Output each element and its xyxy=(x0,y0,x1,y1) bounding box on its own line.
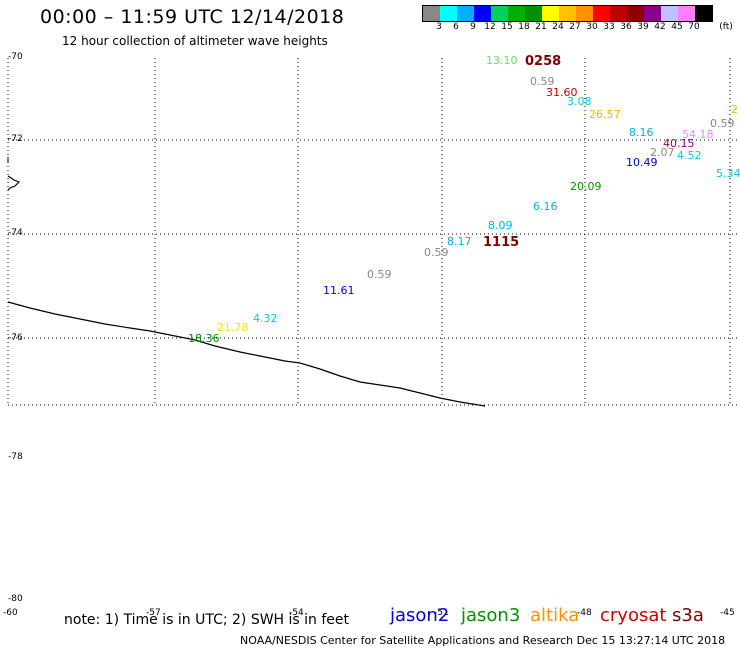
colorbar-swatch xyxy=(423,6,440,21)
lon-label: -57 xyxy=(146,608,161,618)
colorbar-label: 21 xyxy=(535,22,547,32)
wave-height-label: 8.17 xyxy=(447,235,472,248)
units-note: note: 1) Time is in UTC; 2) SWH is in fe… xyxy=(64,612,350,628)
lon-label: -54 xyxy=(289,608,304,618)
colorbar-swatch xyxy=(644,6,661,21)
lat-label: -78 xyxy=(8,452,23,462)
coastline-fragment xyxy=(7,175,21,191)
wave-height-label: 0.59 xyxy=(710,117,735,130)
satellite-cryosat: cryosat xyxy=(600,605,667,626)
lat-label: -76 xyxy=(8,333,23,343)
wave-height-label: 10.49 xyxy=(626,156,658,169)
wave-height-label: 2.07 xyxy=(650,146,675,159)
grid-lines xyxy=(8,58,740,405)
colorbar-label: 42 xyxy=(654,22,666,32)
colorbar-swatch xyxy=(440,6,457,21)
satellite-altika: altika xyxy=(530,605,580,626)
wave-height-label: 54.18 xyxy=(682,128,714,141)
satellite-jason2: jason2 xyxy=(390,605,450,626)
map-title: 00:00 – 11:59 UTC 12/14/2018 xyxy=(40,6,345,28)
colorbar-label: 6 xyxy=(453,22,459,32)
wave-height-label: 8.09 xyxy=(488,219,513,232)
lon-label: -48 xyxy=(577,608,592,618)
wave-height-label: 6.16 xyxy=(533,200,558,213)
lat-label: -74 xyxy=(8,228,23,238)
colorbar-swatch xyxy=(474,6,491,21)
wave-height-label: 5.34 xyxy=(716,167,740,180)
colorbar-swatch xyxy=(508,6,525,21)
colorbar xyxy=(422,5,713,22)
wave-height-label: 40.15 xyxy=(663,137,695,150)
wave-height-label: 0.59 xyxy=(367,268,392,281)
lon-label: -51 xyxy=(434,608,449,618)
pass-time-label: 1115 xyxy=(483,235,520,250)
colorbar-label: 12 xyxy=(484,22,496,32)
map-subtitle: 12 hour collection of altimeter wave hei… xyxy=(62,34,328,48)
lat-label: -72 xyxy=(8,134,23,144)
colorbar-label: 27 xyxy=(569,22,581,32)
wave-height-label: 3.08 xyxy=(567,95,592,108)
colorbar-swatch xyxy=(576,6,593,21)
colorbar-label: 45 xyxy=(671,22,683,32)
colorbar-label: 33 xyxy=(603,22,615,32)
wave-height-label: 0.59 xyxy=(530,75,555,88)
wave-height-label: 2 xyxy=(731,103,738,116)
wave-height-label: 20.09 xyxy=(570,180,602,193)
wave-height-label: 13.10 xyxy=(486,54,518,67)
colorbar-swatch xyxy=(627,6,644,21)
wave-height-label: 4.52 xyxy=(677,149,702,162)
colorbar-swatch xyxy=(525,6,542,21)
colorbar-label: 36 xyxy=(620,22,632,32)
colorbar-swatch xyxy=(491,6,508,21)
frame-ticks xyxy=(7,58,740,406)
wave-height-label: 11.61 xyxy=(323,284,355,297)
lat-label: -70 xyxy=(8,52,23,62)
credit-line: NOAA/NESDIS Center for Satellite Applica… xyxy=(240,634,726,647)
wave-height-label: 0.59 xyxy=(424,246,449,259)
wave-height-label: 18.36 xyxy=(188,332,220,345)
colorbar-unit: (ft) xyxy=(719,22,733,32)
lon-label: -45 xyxy=(720,608,735,618)
wave-height-label: 4.32 xyxy=(253,312,278,325)
colorbar-label: 3 xyxy=(436,22,442,32)
colorbar-label: 18 xyxy=(518,22,530,32)
colorbar-label: 9 xyxy=(470,22,476,32)
satellite-s3a: s3a xyxy=(672,605,704,626)
lon-label: -60 xyxy=(3,608,18,618)
coastline xyxy=(7,301,486,407)
colorbar-swatch xyxy=(610,6,627,21)
colorbar-label: 70 xyxy=(688,22,700,32)
colorbar-label: 15 xyxy=(501,22,513,32)
wave-height-label: 21.78 xyxy=(217,321,249,334)
satellite-jason3: jason3 xyxy=(461,605,521,626)
lat-label: -80 xyxy=(8,594,23,604)
colorbar-label: 24 xyxy=(552,22,564,32)
colorbar-swatch xyxy=(661,6,678,21)
wave-height-label: 8.16 xyxy=(629,126,654,139)
colorbar-swatch xyxy=(559,6,576,21)
colorbar-swatch xyxy=(593,6,610,21)
colorbar-label: 39 xyxy=(637,22,649,32)
colorbar-label: 30 xyxy=(586,22,598,32)
colorbar-swatch xyxy=(542,6,559,21)
wave-height-label: 31.60 xyxy=(546,86,578,99)
colorbar-swatch xyxy=(695,6,712,21)
wave-height-label: 26.57 xyxy=(589,108,621,121)
pass-time-label: 0258 xyxy=(525,54,562,69)
colorbar-swatch xyxy=(457,6,474,21)
colorbar-swatch xyxy=(678,6,695,21)
